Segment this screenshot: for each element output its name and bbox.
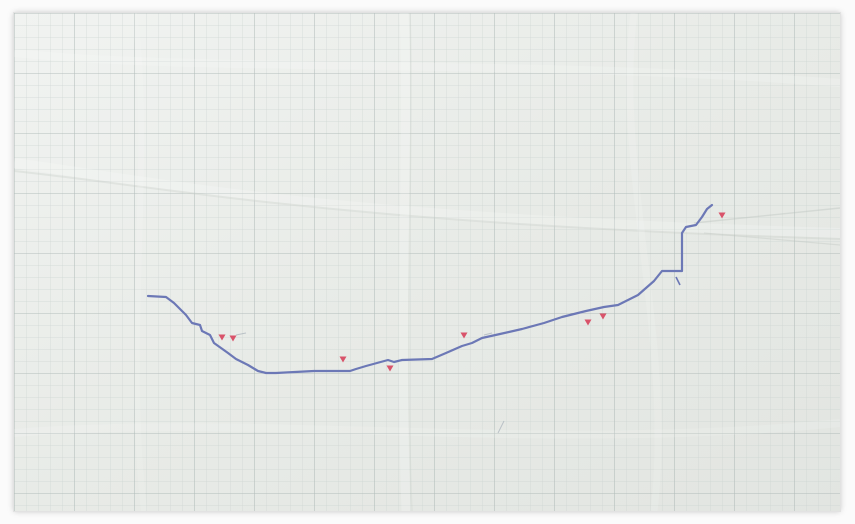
graph-paper [14, 13, 840, 511]
photo [14, 13, 840, 511]
